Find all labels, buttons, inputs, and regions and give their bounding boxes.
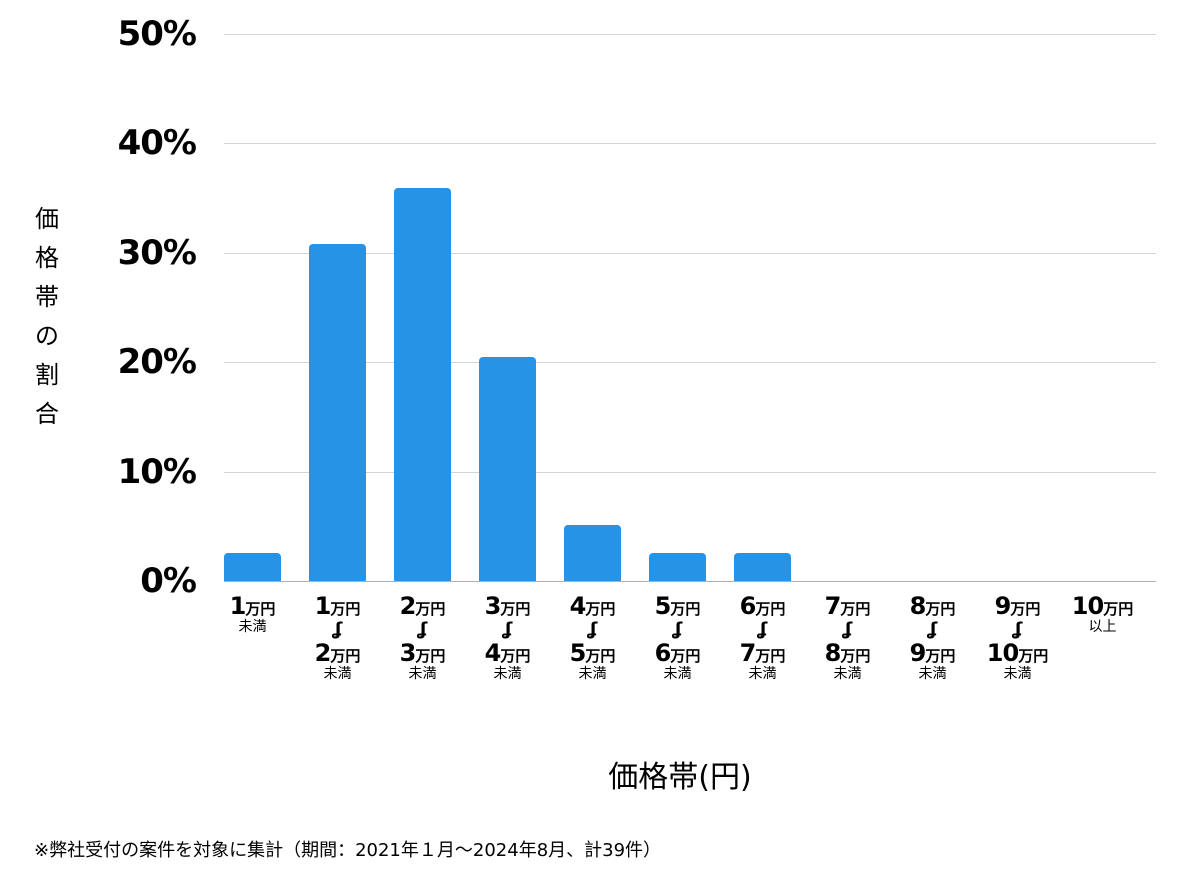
bar [309, 244, 366, 581]
range-wave-icon: ʆ [757, 619, 768, 640]
y-tick-label: 0% [140, 561, 197, 601]
y-tick-label: 40% [117, 123, 197, 163]
range-wave-icon: ʆ [927, 619, 938, 640]
y-axis-title-char: 合 [35, 400, 59, 428]
x-tick-label: 2万円 ʆ 3万円 未満 [380, 594, 465, 681]
y-axis-title-char: 格 [35, 244, 59, 272]
x-tick-label: 1万円 未満 [229, 592, 276, 635]
y-tick-label: 20% [117, 342, 197, 382]
bar [649, 553, 706, 581]
gridline [224, 253, 1156, 254]
x-tick-label: 3万円 ʆ 4万円 未満 [465, 594, 550, 681]
bar [734, 553, 791, 581]
gridline [224, 472, 1156, 473]
range-wave-icon: ʆ [672, 619, 683, 640]
y-axis-title-char: 割 [35, 361, 59, 389]
gridline [224, 143, 1156, 144]
range-wave-icon: ʆ [417, 619, 428, 640]
range-wave-icon: ʆ [587, 619, 598, 640]
range-wave-icon: ʆ [502, 619, 513, 640]
x-tick-label: 10万円 以上 [1071, 592, 1134, 635]
x-tick-label: 8万円 ʆ 9万円 未満 [890, 594, 975, 681]
range-wave-icon: ʆ [332, 619, 343, 640]
footnote: ※弊社受付の案件を対象に集計（期間：2021年１月〜2024年8月、計39件） [34, 840, 662, 861]
y-axis-title-char: 帯 [35, 283, 59, 311]
x-tick-label: 4万円 ʆ 5万円 未満 [550, 594, 635, 681]
y-tick-label: 50% [117, 14, 197, 54]
bar [479, 357, 536, 581]
y-axis-title: 価格帯の割合 [30, 200, 64, 434]
x-tick-label: 1万円 ʆ 2万円 未満 [295, 594, 380, 681]
y-tick-label: 10% [117, 452, 197, 492]
y-axis-title-char: 価 [35, 205, 59, 233]
x-tick-label: 9万円 ʆ 10万円 未満 [975, 594, 1060, 681]
bar [224, 553, 281, 581]
x-tick-label: 5万円 ʆ 6万円 未満 [635, 594, 720, 681]
y-axis-title-char: の [35, 322, 59, 350]
range-wave-icon: ʆ [1012, 619, 1023, 640]
x-axis-title: 価格帯(円) [608, 760, 752, 795]
range-wave-icon: ʆ [842, 619, 853, 640]
y-tick-label: 30% [117, 233, 197, 273]
x-tick-label: 6万円 ʆ 7万円 未満 [720, 594, 805, 681]
x-axis-baseline [224, 581, 1156, 582]
bar [564, 525, 621, 581]
x-tick-label: 7万円 ʆ 8万円 未満 [805, 594, 890, 681]
gridline [224, 362, 1156, 363]
bar [394, 188, 451, 581]
gridline [224, 34, 1156, 35]
